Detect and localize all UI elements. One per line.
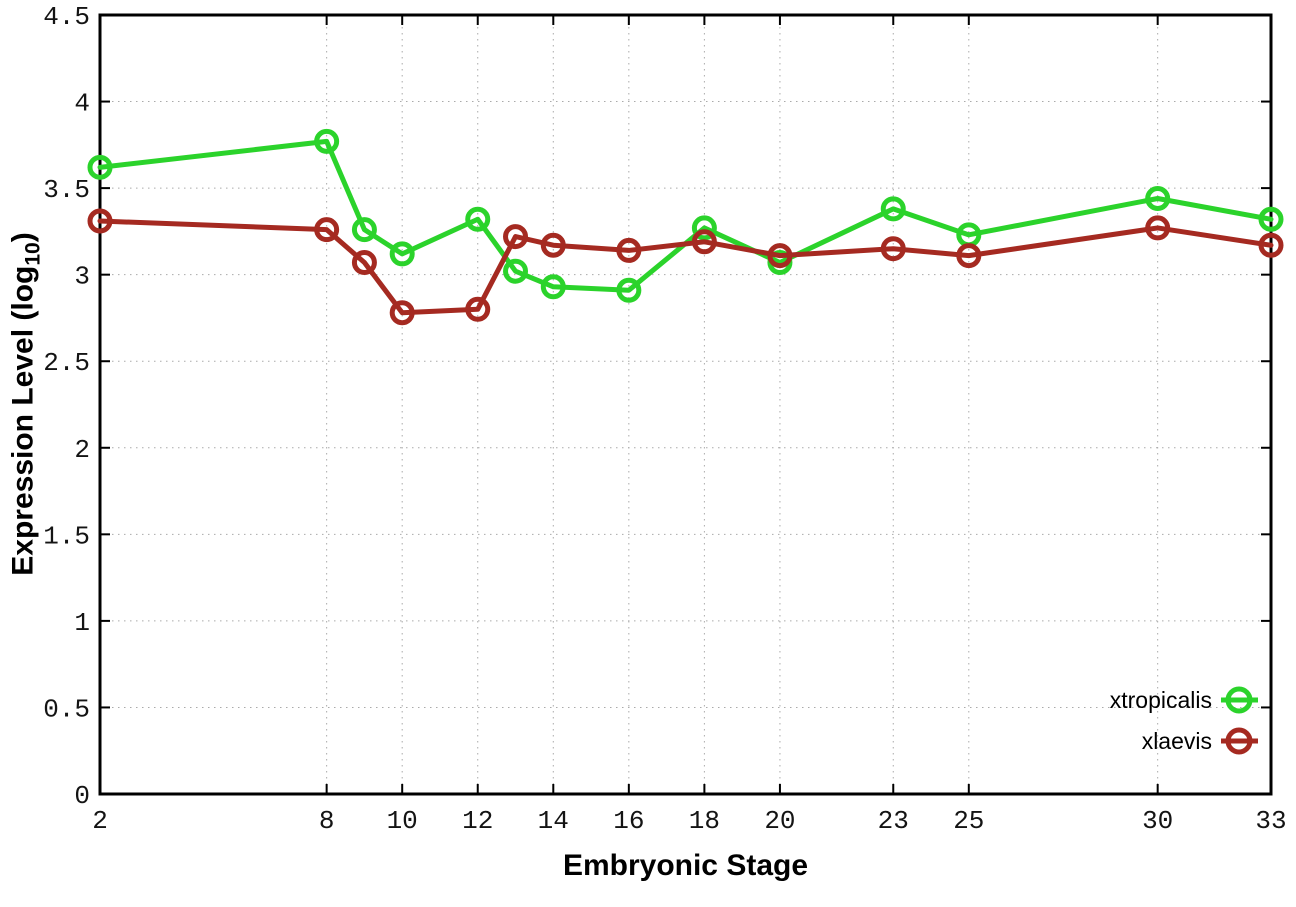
series-xlaevis-marker <box>314 217 340 243</box>
y-tick-label: 4 <box>74 89 90 119</box>
x-tick-label: 8 <box>319 806 335 836</box>
y-tick-label: 0.5 <box>43 694 90 724</box>
x-tick-label: 16 <box>613 806 644 836</box>
y-tick-label: 2 <box>74 435 90 465</box>
series-xtropicalis-marker <box>1145 185 1171 211</box>
legend-label-xlaevis: xlaevis <box>1142 728 1212 754</box>
legend: xtropicalis xlaevis <box>1110 686 1258 755</box>
series-xlaevis-marker <box>691 229 717 255</box>
series-xtropicalis-marker <box>465 206 491 232</box>
series-xtropicalis-marker <box>540 274 566 300</box>
series-xtropicalis-marker <box>351 217 377 243</box>
series-xtropicalis-marker <box>314 128 340 154</box>
series-xlaevis-marker <box>956 243 982 269</box>
series-xtropicalis-marker <box>87 154 113 180</box>
grid <box>100 15 1271 794</box>
series-xtropicalis-marker <box>389 241 415 267</box>
y-tick-label: 3.5 <box>43 175 90 205</box>
series-xtropicalis-marker <box>616 277 642 303</box>
series-xlaevis-marker <box>389 300 415 326</box>
y-axis-title-suffix: ) <box>6 232 40 243</box>
y-axis-title-subscript: 10 <box>21 242 45 266</box>
x-tick-label: 18 <box>689 806 720 836</box>
legend-marker-xtropicalis <box>1225 686 1253 714</box>
series-xlaevis-marker <box>880 236 906 262</box>
y-tick-label: 2.5 <box>43 348 90 378</box>
axis-ticks <box>99 14 1272 795</box>
series-xlaevis-marker <box>1145 215 1171 241</box>
series-xlaevis-marker <box>465 296 491 322</box>
series-xlaevis-marker <box>503 224 529 250</box>
x-tick-label: 23 <box>878 806 909 836</box>
x-axis-title: Embryonic Stage <box>562 849 809 882</box>
y-axis-title: Expression Level (log10) <box>7 232 46 575</box>
x-tick-label: 30 <box>1142 806 1173 836</box>
plot-frame <box>98 13 1273 796</box>
y-tick-label: 4.5 <box>43 2 90 32</box>
series-xtropicalis-marker <box>1258 206 1284 232</box>
series-xlaevis-line <box>97 218 1274 316</box>
series-xlaevis-marker <box>540 232 566 258</box>
series-xtropicalis-marker <box>503 258 529 284</box>
series-xtropicalis-marker <box>691 215 717 241</box>
y-axis-title-text: Expression Level (log <box>6 265 40 576</box>
x-tick-label: 10 <box>387 806 418 836</box>
x-tick-label: 2 <box>92 806 108 836</box>
y-tick-label: 3 <box>74 262 90 292</box>
series-xlaevis-marker <box>767 243 793 269</box>
series-xlaevis-marker <box>616 237 642 263</box>
legend-label-xtropicalis: xtropicalis <box>1110 687 1212 713</box>
x-tick-label: 20 <box>764 806 795 836</box>
legend-marker-xlaevis <box>1225 727 1253 755</box>
y-tick-label: 0 <box>74 781 90 811</box>
axis-tick-labels: 2 8 10 12 14 16 18 20 23 25 30 33 0 0.5 1 1.5 2 2.5 3 3.5 4 4… <box>43 2 1286 836</box>
series-xlaevis <box>87 208 1284 326</box>
x-tick-label: 12 <box>462 806 493 836</box>
x-tick-label: 25 <box>953 806 984 836</box>
series-xlaevis-marker <box>351 250 377 276</box>
series-xtropicalis-line <box>97 138 1274 293</box>
y-tick-label: 1.5 <box>43 521 90 551</box>
x-tick-label: 14 <box>538 806 569 836</box>
series-xtropicalis-marker <box>880 196 906 222</box>
series-xlaevis-marker <box>87 208 113 234</box>
y-tick-label: 1 <box>74 608 90 638</box>
series-xlaevis-marker <box>1258 232 1284 258</box>
x-tick-label: 33 <box>1255 806 1286 836</box>
